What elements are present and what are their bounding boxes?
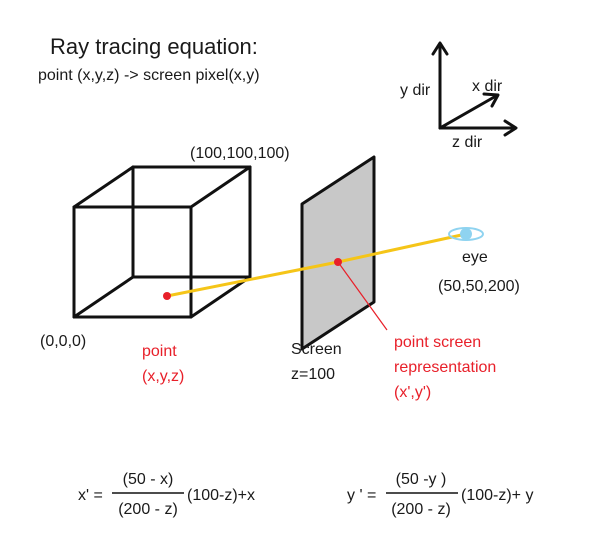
point-marker bbox=[163, 292, 171, 300]
screen-label: Screen bbox=[291, 341, 342, 358]
projection-label-line1: point screen bbox=[394, 334, 481, 351]
cube-edge bbox=[72, 165, 135, 209]
cube-shape bbox=[72, 165, 252, 319]
equation-x-rhs: (100-z)+x bbox=[187, 487, 255, 504]
axes-icon bbox=[431, 41, 518, 137]
eye-label: eye bbox=[462, 249, 488, 266]
diagram-title: Ray tracing equation: bbox=[50, 34, 258, 59]
equation-y-denominator: (200 - z) bbox=[391, 501, 451, 518]
y-dir-label: y dir bbox=[400, 82, 431, 99]
screen-plane bbox=[300, 155, 376, 351]
x-dir-label: x dir bbox=[472, 78, 503, 95]
equation-x: x' = (50 - x) (200 - z) (100-z)+x bbox=[78, 471, 255, 518]
cube-origin-label: (0,0,0) bbox=[40, 333, 86, 350]
cube-edge bbox=[189, 165, 252, 209]
x-axis-line bbox=[438, 94, 498, 130]
cube-edge bbox=[189, 275, 252, 319]
equation-x-lhs: x' = bbox=[78, 487, 103, 504]
equation-y-rhs: (100-z)+ y bbox=[461, 487, 533, 504]
equation-x-denominator: (200 - z) bbox=[118, 501, 178, 518]
equation-y-lhs: y ' = bbox=[347, 487, 376, 504]
cube-edge bbox=[72, 275, 135, 319]
projection-label-line3: (x',y') bbox=[394, 384, 431, 401]
cube-top-corner-label: (100,100,100) bbox=[190, 145, 290, 162]
point-label: point bbox=[142, 343, 177, 360]
y-axis-arrowhead bbox=[431, 41, 449, 56]
cube-back-face bbox=[131, 165, 252, 279]
equation-y: y ' = (50 -y ) (200 - z) (100-z)+ y bbox=[347, 471, 533, 518]
eye-icon bbox=[448, 227, 484, 241]
x-axis-arrowhead bbox=[482, 92, 500, 108]
projection-leader-line bbox=[337, 261, 388, 331]
z-dir-label: z dir bbox=[452, 134, 483, 151]
projection-label-line2: representation bbox=[394, 359, 496, 376]
equation-y-numerator: (50 -y ) bbox=[396, 471, 447, 488]
eye-coords-label: (50,50,200) bbox=[438, 278, 520, 295]
point-coords-label: (x,y,z) bbox=[142, 368, 184, 385]
screen-z-label: z=100 bbox=[291, 366, 335, 383]
z-axis-arrowhead bbox=[503, 119, 518, 137]
equation-x-numerator: (50 - x) bbox=[123, 471, 174, 488]
diagram-subtitle: point (x,y,z) -> screen pixel(x,y) bbox=[38, 67, 260, 84]
